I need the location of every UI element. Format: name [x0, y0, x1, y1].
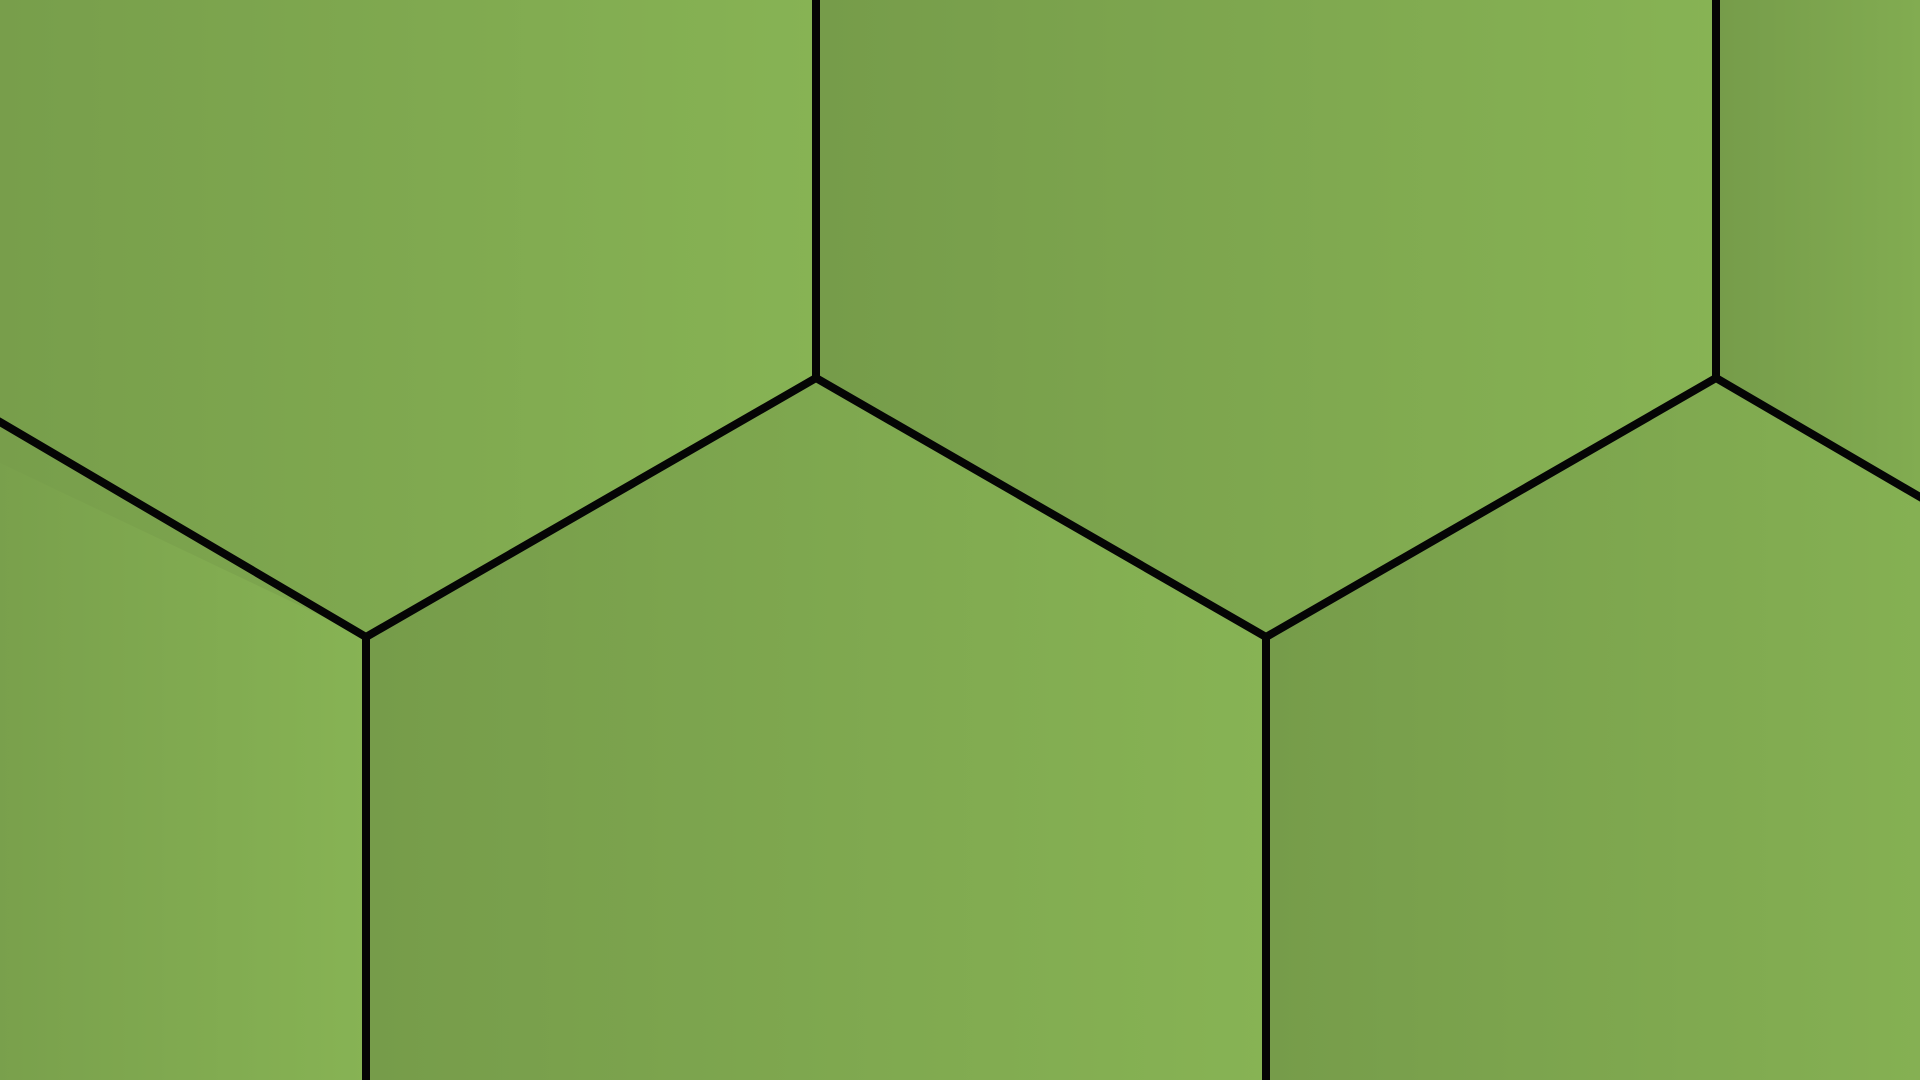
hexagon-edge	[360, 372, 822, 643]
hexagon-tile	[1266, 378, 1920, 1080]
hexagon-edge	[1260, 372, 1722, 643]
hexagon-tile	[1716, 0, 1920, 498]
hexagon-tile	[816, 0, 1716, 637]
hexagon-edge	[0, 417, 372, 643]
hexagon-edge	[810, 372, 1272, 643]
hexagon-tile	[366, 378, 1266, 1080]
hexagon-edge	[1710, 372, 1920, 502]
hexagon-tile	[0, 0, 816, 637]
hexagon-tile	[0, 462, 366, 1080]
